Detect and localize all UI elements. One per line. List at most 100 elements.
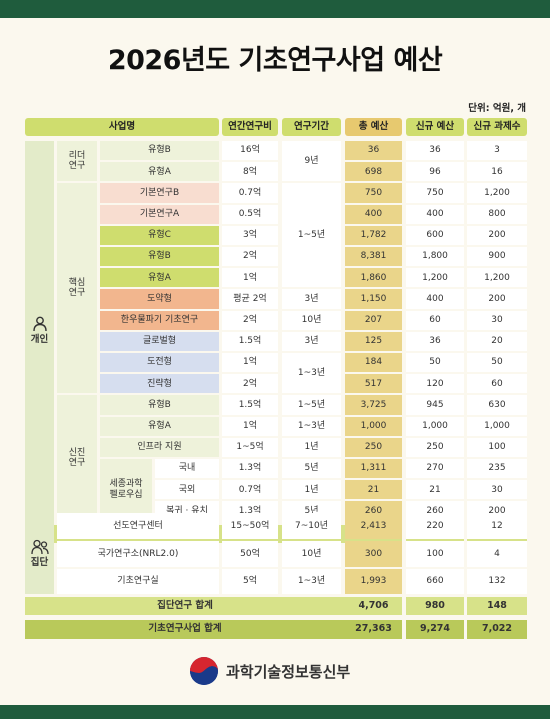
group-row-new-count: 4 (467, 540, 527, 567)
row-total: 1,311 (345, 459, 402, 479)
row-total: 125 (345, 331, 402, 351)
row-name: 유형A (100, 416, 219, 436)
top-band (0, 0, 550, 18)
unit-note: 단위: 억원, 개 (468, 103, 526, 114)
row-new-count: 1,000 (467, 416, 527, 436)
group-row-annual: 5억 (222, 568, 278, 595)
person-icon (32, 316, 47, 331)
grand-total-label: 기초연구사업 합계 (25, 620, 345, 639)
group-total-new-count: 148 (467, 597, 527, 615)
row-period: 3년 (282, 289, 341, 309)
row-total: 36 (345, 141, 402, 161)
period-merged-core: 1~5년 (282, 183, 341, 288)
row-new-count: 100 (467, 437, 527, 457)
group-row-new-budget: 660 (406, 568, 464, 595)
period-merged-leader: 9년 (282, 141, 341, 182)
page-title: 2026년도 기초연구사업 예산 (107, 45, 443, 76)
row-new-count: 60 (467, 374, 527, 394)
row-new-budget: 60 (406, 310, 464, 330)
row-name: 글로벌형 (100, 331, 219, 351)
category-leader: 리더 연구 (57, 141, 97, 182)
row-period: 1년 (282, 437, 341, 457)
category-individual-label: 개인 (30, 333, 49, 345)
row-annual: 1~5억 (222, 437, 278, 457)
row-name: 유형C (100, 225, 219, 245)
row-name: 도약형 (100, 289, 219, 309)
row-total: 207 (345, 310, 402, 330)
row-new-count: 1,200 (467, 268, 527, 288)
row-new-count: 200 (467, 289, 527, 309)
row-new-count: 20 (467, 331, 527, 351)
category-group: 집단 (25, 513, 54, 595)
header-period: 연구기간 (282, 118, 341, 136)
row-new-budget: 36 (406, 331, 464, 351)
row-new-count: 50 (467, 353, 527, 373)
row-new-budget: 250 (406, 437, 464, 457)
row-name: 국외 (155, 480, 219, 500)
row-new-budget: 120 (406, 374, 464, 394)
row-total: 1,860 (345, 268, 402, 288)
category-young: 신진 연구 (57, 395, 97, 521)
bottom-band (0, 705, 550, 719)
group-total-new-budget: 980 (406, 597, 464, 615)
row-period: 3년 (282, 331, 341, 351)
header-new-budget: 신규 예산 (406, 118, 464, 136)
group-row-total: 2,413 (345, 513, 402, 539)
header-new-count: 신규 과제수 (467, 118, 527, 136)
row-new-budget: 50 (406, 353, 464, 373)
row-annual: 2억 (222, 374, 278, 394)
grand-total-total: 27,363 (345, 620, 402, 639)
grand-total-new-count: 7,022 (467, 620, 527, 639)
group-row-total: 1,993 (345, 568, 402, 595)
row-annual: 0.7억 (222, 183, 278, 203)
row-name: 기본연구A (100, 204, 219, 224)
row-new-count: 30 (467, 310, 527, 330)
row-new-count: 1,200 (467, 183, 527, 203)
row-period: 1~5년 (282, 395, 341, 415)
row-annual: 1억 (222, 353, 278, 373)
category-group-label: 집단 (30, 556, 49, 568)
group-row-name: 국가연구소(NRL2.0) (57, 540, 219, 567)
row-new-count: 800 (467, 204, 527, 224)
row-annual: 1.3억 (222, 459, 278, 479)
row-total: 3,725 (345, 395, 402, 415)
row-new-budget: 400 (406, 204, 464, 224)
group-row-new-budget: 100 (406, 540, 464, 567)
row-new-budget: 21 (406, 480, 464, 500)
row-total: 400 (345, 204, 402, 224)
row-new-count: 900 (467, 247, 527, 267)
row-annual: 3억 (222, 225, 278, 245)
row-new-count: 630 (467, 395, 527, 415)
row-new-budget: 600 (406, 225, 464, 245)
row-total: 21 (345, 480, 402, 500)
row-annual: 평균 2억 (222, 289, 278, 309)
group-total-total: 4,706 (345, 597, 402, 615)
row-total: 1,782 (345, 225, 402, 245)
row-annual: 1.5억 (222, 331, 278, 351)
row-total: 1,000 (345, 416, 402, 436)
row-total: 517 (345, 374, 402, 394)
row-total: 250 (345, 437, 402, 457)
row-period: 10년 (282, 310, 341, 330)
row-name: 진략형 (100, 374, 219, 394)
row-total: 698 (345, 162, 402, 182)
row-new-budget: 945 (406, 395, 464, 415)
period-merged-challenge: 1~3년 (282, 353, 341, 394)
group-row-annual: 15~50억 (222, 513, 278, 539)
group-icon (30, 539, 49, 554)
row-new-budget: 750 (406, 183, 464, 203)
row-total: 184 (345, 353, 402, 373)
row-new-budget: 1,200 (406, 268, 464, 288)
group-row-new-count: 132 (467, 568, 527, 595)
row-period: 5년 (282, 459, 341, 479)
category-core: 핵심 연구 (57, 183, 97, 394)
row-new-count: 200 (467, 225, 527, 245)
grand-total-new-budget: 9,274 (406, 620, 464, 639)
group-row-new-count: 12 (467, 513, 527, 539)
group-row-period: 1~3년 (282, 568, 341, 595)
row-annual: 0.7억 (222, 480, 278, 500)
row-name: 기본연구B (100, 183, 219, 203)
category-sejong: 세종과학 펠로우십 (100, 459, 152, 521)
row-name: 유형A (100, 162, 219, 182)
group-row-period: 7~10년 (282, 513, 341, 539)
